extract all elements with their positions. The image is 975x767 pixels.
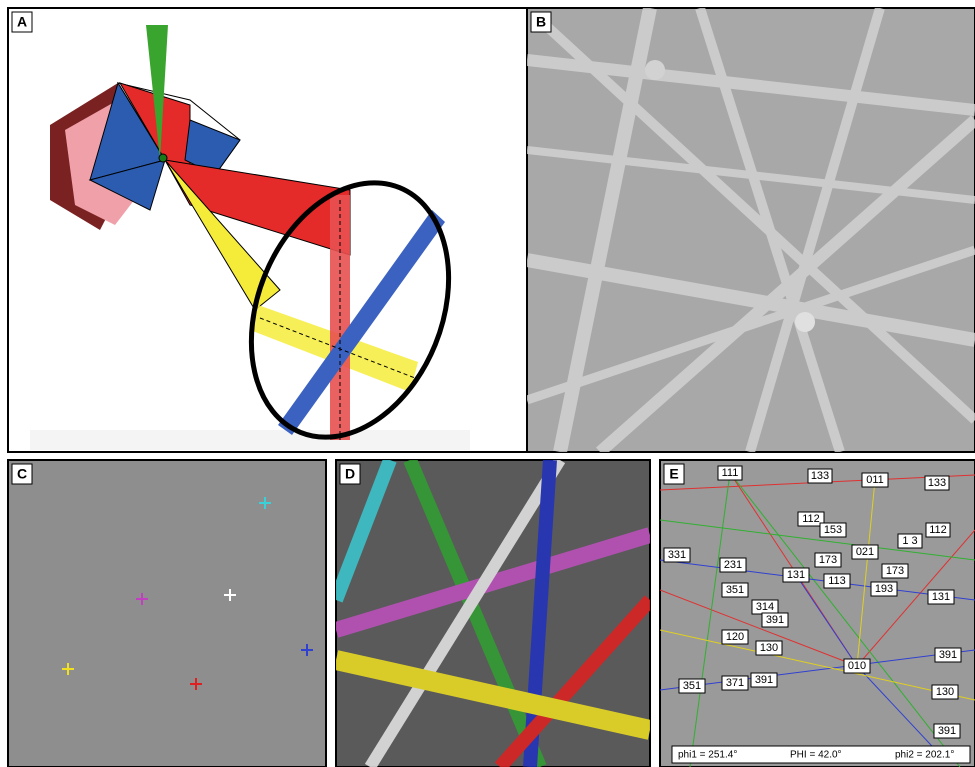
index-label: 113 [828,575,846,587]
index-label: 010 [848,660,866,672]
index-label: 391 [938,725,956,737]
figure: A B C D [0,0,975,767]
index-label: 351 [683,680,701,692]
index-label: 131 [932,591,950,603]
index-label: 173 [819,554,837,566]
index-label: 371 [726,677,744,689]
panel-d: D [336,460,650,767]
index-label: 391 [939,649,957,661]
index-label: 112 [802,513,820,525]
panel-c: C [8,460,326,767]
index-label: 1 3 [902,535,917,547]
index-label: 021 [856,546,874,558]
index-label: 231 [724,559,742,571]
panel-label: D [345,466,355,482]
index-label: 331 [668,549,686,561]
index-label: 193 [875,583,893,595]
index-label: 011 [866,474,884,486]
panel-b: B [527,8,975,452]
euler-angle: phi1 = 251.4° [678,750,737,761]
panel-label: A [17,14,27,30]
index-label: 130 [936,686,954,698]
index-label: 112 [929,524,947,536]
index-label: 131 [787,569,805,581]
euler-angle: PHI = 42.0° [790,750,842,761]
index-label: 111 [722,467,739,479]
panel-e: 111 133 011 133 112 153 1 3 112 331 231 … [660,460,975,767]
panel-a: A [8,8,527,467]
index-label: 133 [811,470,829,482]
index-label: 153 [824,524,842,536]
index-label: 120 [726,631,744,643]
index-label: 391 [766,614,784,626]
euler-angle: phi2 = 202.1° [895,750,954,761]
panel-label: E [669,466,678,482]
panel-label: C [17,466,27,482]
index-label: 314 [756,601,774,613]
index-label: 351 [726,584,744,596]
panel-label: B [536,14,546,30]
index-label: 391 [755,674,773,686]
index-label: 173 [886,565,904,577]
index-label: 130 [760,642,778,654]
index-label: 133 [928,477,946,489]
